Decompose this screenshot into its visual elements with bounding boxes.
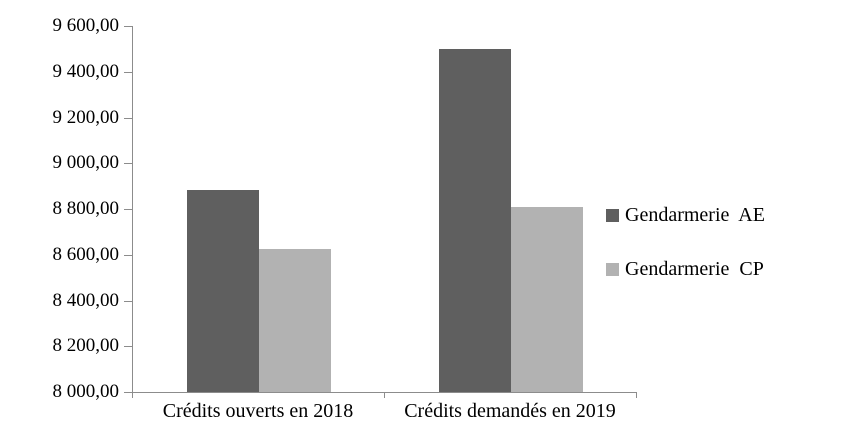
bar-gendarmerie-ae-category-1: [439, 49, 511, 392]
y-axis-tick-label: 9 400,00: [52, 60, 120, 82]
legend-label-gendarmerie-cp: Gendarmerie CP: [625, 258, 764, 280]
x-axis-tick-mark: [636, 393, 637, 398]
y-axis-tick-label: 9 600,00: [52, 15, 120, 36]
y-axis-tick-mark: [124, 163, 132, 164]
y-axis-tick-label: 9 200,00: [52, 106, 120, 128]
y-axis-tick-mark: [124, 118, 132, 119]
x-axis-tick-mark: [384, 393, 385, 398]
x-axis-category-label-2018: Crédits ouverts en 2018: [162, 400, 354, 422]
x-axis-tick-mark: [132, 393, 133, 398]
y-axis-tick-label: 8 200,00: [52, 335, 120, 357]
legend-label-gendarmerie-ae: Gendarmerie AE: [625, 204, 765, 226]
legend-swatch-ae-icon: [606, 209, 619, 222]
y-axis-tick-mark: [124, 209, 132, 210]
bar-gendarmerie-ae-category-0: [187, 190, 259, 392]
x-axis-category-label-2019: Crédits demandés en 2019: [404, 400, 616, 422]
y-axis-tick-mark: [124, 346, 132, 347]
plot-area: [132, 26, 637, 393]
legend-item-gendarmerie-cp: Gendarmerie CP: [606, 256, 765, 283]
y-axis-tick-mark: [124, 392, 132, 393]
y-axis-tick-label: 9 000,00: [52, 152, 120, 174]
legend-item-gendarmerie-ae: Gendarmerie AE: [606, 202, 765, 229]
y-axis-tick-label: 8 000,00: [52, 381, 120, 402]
y-axis-tick-mark: [124, 72, 132, 73]
bar-gendarmerie-cp-category-1: [511, 207, 583, 392]
y-axis-tick-mark: [124, 26, 132, 27]
bar-gendarmerie-cp-category-0: [259, 249, 331, 392]
legend: Gendarmerie AE Gendarmerie CP: [606, 202, 765, 310]
y-axis-tick-mark: [124, 255, 132, 256]
y-axis-tick-label: 8 600,00: [52, 243, 120, 265]
y-axis-tick-mark: [124, 301, 132, 302]
legend-swatch-cp-icon: [606, 263, 619, 276]
y-axis-tick-label: 8 800,00: [52, 198, 120, 219]
y-axis-tick-label: 8 400,00: [52, 289, 120, 311]
